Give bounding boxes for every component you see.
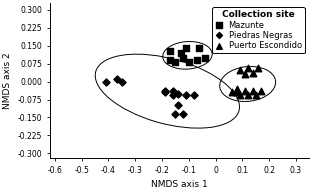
Piedras Negras xyxy=(181,112,186,115)
Piedras Negras xyxy=(173,112,178,115)
Piedras Negras xyxy=(162,90,167,93)
Mazunte xyxy=(202,56,207,59)
Mazunte xyxy=(173,61,178,64)
Mazunte xyxy=(183,47,188,50)
Piedras Negras xyxy=(162,91,167,94)
Puerto Escondido xyxy=(245,93,250,96)
Mazunte xyxy=(194,59,199,62)
Puerto Escondido xyxy=(245,67,250,70)
Piedras Negras xyxy=(114,78,119,81)
Y-axis label: NMDS axis 2: NMDS axis 2 xyxy=(3,52,12,109)
Legend: Mazunte, Piedras Negras, Puerto Escondido: Mazunte, Piedras Negras, Puerto Escondid… xyxy=(212,7,305,53)
Puerto Escondido xyxy=(256,67,261,70)
Puerto Escondido xyxy=(237,68,242,71)
Puerto Escondido xyxy=(259,90,264,93)
Puerto Escondido xyxy=(234,91,239,94)
Piedras Negras xyxy=(103,80,108,83)
Mazunte xyxy=(197,47,202,50)
Puerto Escondido xyxy=(242,90,247,93)
Piedras Negras xyxy=(119,80,124,83)
Piedras Negras xyxy=(176,92,181,95)
Puerto Escondido xyxy=(229,91,234,94)
Mazunte xyxy=(186,61,191,64)
Puerto Escondido xyxy=(234,87,239,90)
Piedras Negras xyxy=(170,93,175,96)
Mazunte xyxy=(181,56,186,59)
Mazunte xyxy=(168,49,173,52)
Mazunte xyxy=(168,59,173,62)
Puerto Escondido xyxy=(251,72,256,75)
Puerto Escondido xyxy=(242,73,247,76)
Piedras Negras xyxy=(192,93,197,96)
Puerto Escondido xyxy=(251,90,256,93)
Mazunte xyxy=(178,51,183,55)
Piedras Negras xyxy=(176,104,181,107)
X-axis label: NMDS axis 1: NMDS axis 1 xyxy=(151,180,208,189)
Puerto Escondido xyxy=(253,93,258,96)
Puerto Escondido xyxy=(237,93,242,96)
Piedras Negras xyxy=(170,90,175,93)
Piedras Negras xyxy=(183,93,188,96)
